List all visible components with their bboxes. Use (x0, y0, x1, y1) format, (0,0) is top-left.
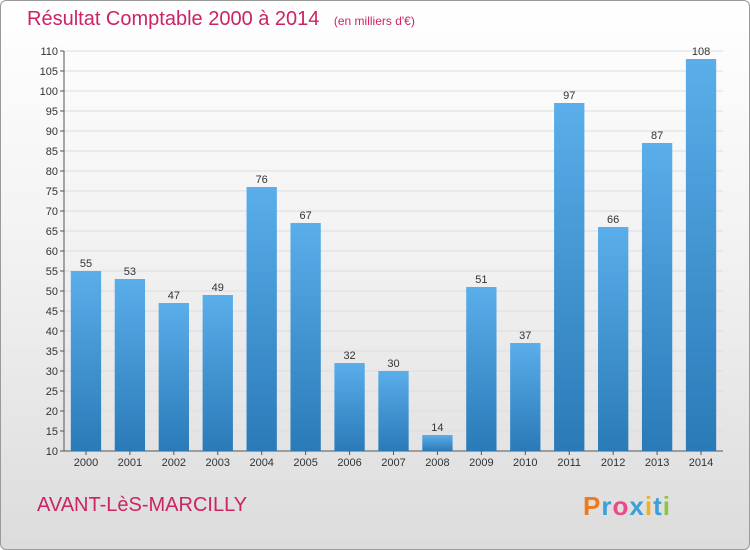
y-tick-label: 60 (46, 246, 58, 258)
logo-letter: P (583, 491, 602, 521)
x-tick-label: 2010 (513, 457, 537, 469)
y-tick-label: 90 (46, 126, 58, 138)
y-tick-label: 10 (46, 446, 58, 458)
data-label: 55 (80, 258, 92, 270)
x-tick-label: 2009 (469, 457, 493, 469)
x-tick-label: 2003 (206, 457, 230, 469)
x-tick-label: 2012 (601, 457, 625, 469)
data-label: 51 (475, 274, 487, 286)
x-tick-label: 2001 (118, 457, 142, 469)
data-label: 30 (387, 358, 399, 370)
y-tick-label: 110 (40, 46, 58, 58)
commune-name: AVANT-LèS-MARCILLY (37, 494, 248, 516)
y-tick-label: 40 (46, 326, 58, 338)
data-label: 49 (212, 282, 224, 294)
bar-2006 (334, 363, 365, 451)
data-label: 97 (563, 90, 575, 102)
bar-2014 (685, 59, 717, 451)
bar-2009 (466, 287, 497, 451)
y-tick-label: 25 (46, 386, 58, 398)
x-tick-label: 2005 (293, 457, 317, 469)
y-tick-label: 35 (46, 346, 58, 358)
chart-subtitle: (en milliers d'€) (333, 14, 415, 28)
y-tick-label: 75 (46, 186, 58, 198)
chart-title: Résultat Comptable 2000 à 2014 (27, 8, 320, 30)
bar-2004 (246, 187, 277, 451)
x-tick-label: 2002 (162, 457, 186, 469)
y-tick-label: 85 (46, 146, 58, 158)
x-tick-label: 2014 (689, 457, 713, 469)
y-tick-label: 45 (46, 306, 58, 318)
y-tick-label: 105 (40, 66, 58, 78)
bar-2000 (70, 271, 102, 451)
y-tick-label: 50 (46, 286, 58, 298)
y-tick-label: 70 (46, 206, 58, 218)
bar-2005 (290, 223, 321, 451)
logo-letter: i (644, 491, 654, 521)
bar-2007 (378, 371, 409, 451)
y-tick-label: 95 (46, 106, 58, 118)
logo-letter: i (662, 491, 671, 521)
y-tick-label: 30 (46, 366, 58, 378)
bar-2013 (641, 143, 673, 451)
bar-2010 (510, 343, 541, 451)
data-label: 76 (256, 174, 268, 186)
x-tick-label: 2007 (381, 457, 405, 469)
bars (70, 59, 717, 451)
data-label: 66 (607, 214, 619, 226)
x-tick-label: 2011 (557, 457, 581, 469)
bar-2001 (114, 279, 146, 451)
bar-2012 (598, 227, 629, 451)
data-label: 14 (431, 422, 443, 434)
x-tick-label: 2008 (425, 457, 449, 469)
logo-letter: o (612, 491, 630, 521)
y-tick-label: 65 (46, 226, 58, 238)
bar-2003 (202, 295, 233, 451)
y-tick-label: 55 (46, 266, 58, 278)
bar-2008 (422, 435, 453, 451)
data-label: 108 (692, 46, 710, 58)
y-tick-label: 100 (40, 86, 58, 98)
data-label: 37 (519, 330, 531, 342)
data-label: 47 (168, 290, 180, 302)
x-tick-label: 2004 (249, 457, 273, 469)
bar-2002 (158, 303, 189, 451)
data-label: 67 (300, 210, 312, 222)
data-label: 87 (651, 130, 663, 142)
x-tick-label: 2013 (645, 457, 669, 469)
y-tick-label: 80 (46, 166, 58, 178)
logo-letter: r (601, 491, 613, 521)
bar-2011 (554, 103, 585, 451)
logo-letter: t (653, 491, 663, 521)
y-tick-label: 15 (46, 426, 58, 438)
title-line: Résultat Comptable 2000 à 2014 (en milli… (27, 8, 415, 31)
y-tick-label: 20 (46, 406, 58, 418)
logo-letter: x (629, 491, 645, 521)
x-tick-label: 2000 (74, 457, 98, 469)
data-label: 53 (124, 266, 136, 278)
x-tick-label: 2006 (337, 457, 361, 469)
labels: 10 15 20 25 30 35 40 45 50 55 60 65 70 75 80 85 90 95 100 1… (40, 46, 714, 469)
data-label: 32 (343, 350, 355, 362)
proxiti-logo: Proxiti (583, 491, 671, 522)
